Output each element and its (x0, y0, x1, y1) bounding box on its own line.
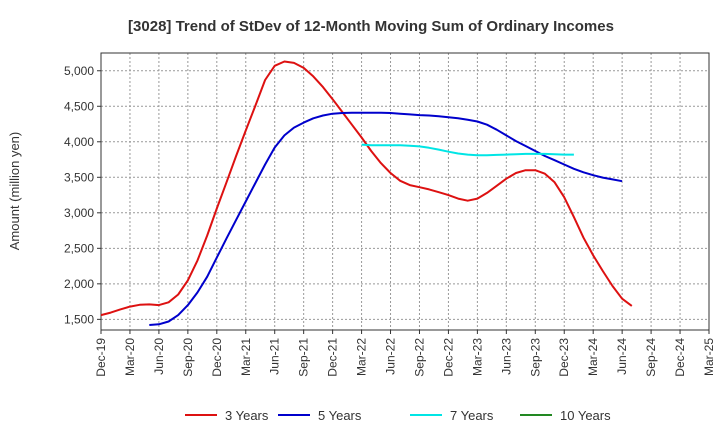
chart-title: [3028] Trend of StDev of 12-Month Moving… (128, 18, 614, 35)
y-tick-label: 3,000 (64, 206, 94, 220)
plot-area-border (100, 52, 710, 331)
x-tick-label: Jun-23 (499, 338, 513, 375)
y-tick-label: 3,500 (64, 170, 94, 184)
series-line-7-years (361, 143, 574, 157)
series-group (100, 60, 633, 326)
x-tick-label: Jun-20 (152, 338, 166, 375)
x-tick-label: Dec-19 (94, 338, 108, 377)
x-tick-label: Jun-24 (615, 338, 629, 375)
x-tick-label: Dec-23 (557, 338, 571, 377)
series-line-5-years (149, 111, 623, 326)
x-tick-label: Sep-23 (528, 338, 542, 377)
y-tick-label: 4,500 (64, 99, 94, 113)
x-tick-label: Sep-22 (412, 338, 426, 377)
x-axis-ticks: Dec-19 Mar-20 Jun-20 Sep-20 Dec-20 Mar-21 Jun-… (94, 330, 716, 377)
x-tick-label: Mar-22 (355, 338, 369, 376)
x-tick-label: Mar-21 (239, 338, 253, 376)
y-tick-label: 2,000 (64, 277, 94, 291)
y-axis-ticks: 1,500 2,000 2,500 3,000 3,500 4,000 4,500 5,000 (64, 64, 101, 326)
legend-label-10-years: 10 Years (560, 408, 611, 423)
x-tick-label: Mar-25 (702, 338, 716, 376)
legend: 3 Years 5 Years 7 Years 10 Years (185, 408, 611, 423)
x-tick-label: Mar-20 (123, 338, 137, 376)
x-tick-label: Dec-22 (441, 338, 455, 377)
x-tick-label: Sep-20 (181, 338, 195, 377)
x-tick-label: Dec-21 (326, 338, 340, 377)
y-tick-label: 2,500 (64, 241, 94, 255)
x-tick-label: Sep-24 (644, 338, 658, 377)
x-tick-label: Mar-24 (586, 338, 600, 376)
legend-label-3-years: 3 Years (225, 408, 269, 423)
x-tick-label: Jun-22 (384, 338, 398, 375)
y-tick-label: 4,000 (64, 135, 94, 149)
x-tick-label: Mar-23 (470, 338, 484, 376)
legend-label-7-years: 7 Years (450, 408, 494, 423)
legend-label-5-years: 5 Years (318, 408, 362, 423)
x-tick-label: Jun-21 (268, 338, 282, 375)
y-axis-label: Amount (million yen) (7, 132, 22, 251)
y-tick-label: 5,000 (64, 64, 94, 78)
y-tick-label: 1,500 (64, 312, 94, 326)
x-tick-label: Dec-20 (210, 338, 224, 377)
x-tick-label: Dec-24 (673, 338, 687, 377)
x-tick-label: Sep-21 (297, 338, 311, 377)
